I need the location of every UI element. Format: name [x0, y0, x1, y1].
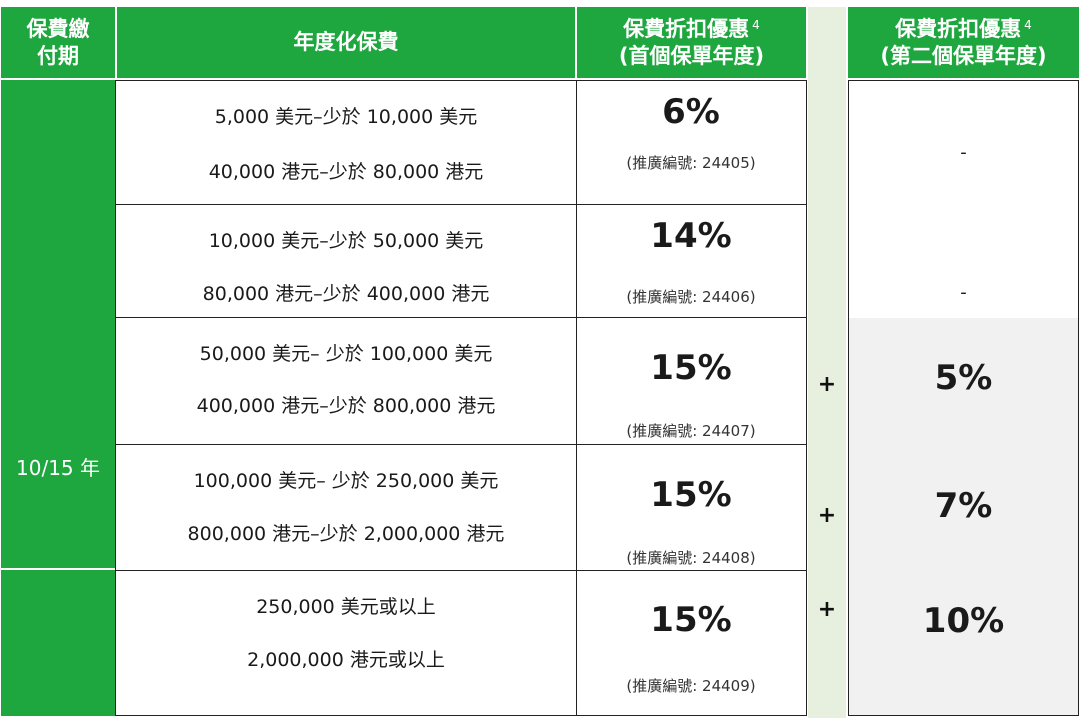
term-label: 10/15 年	[16, 456, 100, 480]
header-payment-term: 保費繳 付期	[1, 7, 115, 78]
first-year-rate: 14%	[650, 216, 732, 256]
footnote-marker: 4	[752, 17, 760, 32]
premium-usd: 50,000 美元– 少於 100,000 美元	[199, 343, 493, 365]
first-year-rate: 15%	[650, 600, 732, 640]
second-year-rate: 5%	[934, 358, 993, 398]
row-divider	[115, 444, 807, 445]
second-year-rate: 10%	[922, 601, 1005, 641]
promo-code: (推廣編號: 24406)	[626, 288, 756, 306]
second-year-rate: -	[960, 142, 967, 163]
header-second-year-discount: 保費折扣優惠 4 (第二個保單年度)	[848, 7, 1079, 78]
promo-code: (推廣編號: 24409)	[626, 677, 756, 695]
header-payment-term-label: 保費繳 付期	[26, 16, 90, 68]
promo-code: (推廣編號: 24408)	[626, 549, 756, 567]
header-second-year-title: 保費折扣優惠	[895, 16, 1022, 41]
header-annual-premium: 年度化保費	[117, 7, 575, 78]
premium-usd: 5,000 美元–少於 10,000 美元	[214, 106, 478, 128]
term-column-lower	[1, 570, 115, 716]
plus-band	[808, 7, 846, 718]
premium-hkd: 40,000 港元–少於 80,000 港元	[208, 161, 484, 183]
plus-sign: +	[817, 372, 837, 397]
premium-hkd: 80,000 港元–少於 400,000 港元	[202, 283, 490, 305]
premium-table-border	[115, 80, 807, 716]
first-year-column-border	[576, 80, 807, 716]
plus-sign: +	[817, 597, 837, 622]
row-divider	[115, 570, 807, 571]
header-annual-premium-label: 年度化保費	[293, 30, 399, 54]
plus-sign: +	[817, 503, 837, 528]
second-year-shaded-area	[849, 318, 1078, 715]
row-divider	[115, 204, 807, 205]
header-second-year-subtitle: (第二個保單年度)	[880, 43, 1047, 68]
footnote-marker: 4	[1024, 17, 1032, 32]
header-first-year-discount: 保費折扣優惠 4 (首個保單年度)	[577, 7, 806, 78]
first-year-rate: 15%	[650, 348, 732, 388]
promo-code: (推廣編號: 24407)	[626, 422, 756, 440]
first-year-rate: 15%	[650, 475, 732, 515]
premium-hkd: 2,000,000 港元或以上	[247, 649, 445, 671]
header-first-year-title: 保費折扣優惠	[623, 16, 750, 41]
row-divider	[115, 317, 807, 318]
premium-usd: 10,000 美元–少於 50,000 美元	[208, 230, 484, 252]
header-first-year-subtitle: (首個保單年度)	[618, 43, 765, 68]
second-year-rate: -	[960, 282, 967, 303]
second-year-rate: 7%	[934, 486, 993, 526]
first-year-rate: 6%	[662, 92, 720, 132]
promo-code: (推廣編號: 24405)	[626, 154, 756, 172]
premium-usd: 250,000 美元或以上	[256, 596, 436, 618]
premium-usd: 100,000 美元– 少於 250,000 美元	[193, 470, 499, 492]
premium-hkd: 400,000 港元–少於 800,000 港元	[196, 395, 496, 417]
premium-hkd: 800,000 港元–少於 2,000,000 港元	[187, 523, 505, 545]
term-column-upper	[1, 80, 115, 568]
